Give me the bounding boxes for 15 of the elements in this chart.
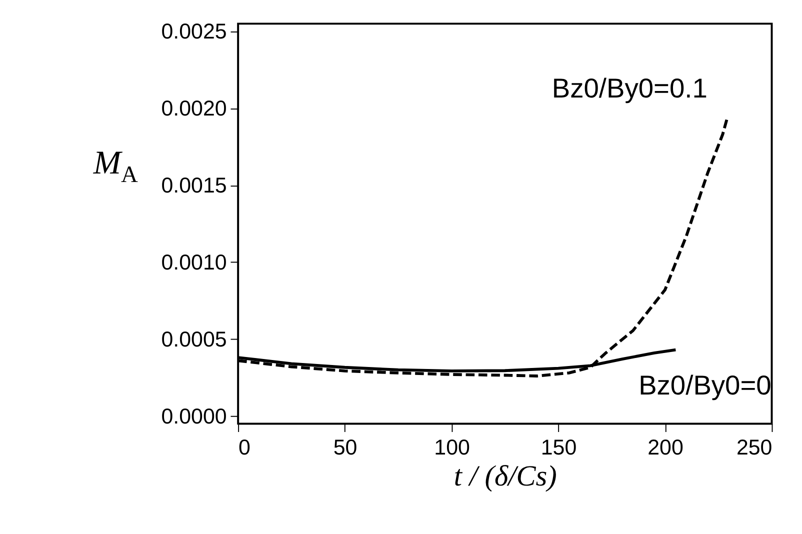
x-axis-title: t / (δ/Cs) xyxy=(454,460,557,493)
y-tick-label: 0.0020 xyxy=(161,96,227,121)
x-tick-label: 250 xyxy=(736,435,772,460)
y-tick-label: 0.0025 xyxy=(161,20,227,44)
x-tick-label: 50 xyxy=(333,435,358,460)
x-tick-label: 0 xyxy=(238,435,251,460)
x-tick-label: 200 xyxy=(648,435,684,460)
x-tick-label: 100 xyxy=(434,435,470,460)
y-tick-label: 0.0010 xyxy=(161,250,227,274)
series-label: Bz0/By0=0 xyxy=(638,370,772,401)
y-tick-label: 0.0005 xyxy=(161,327,227,352)
x-tick-label: 150 xyxy=(540,435,577,460)
series-label: Bz0/By0=0.1 xyxy=(552,72,708,104)
y-tick-label: 0.0000 xyxy=(161,404,227,428)
y-tick-label: 0.0015 xyxy=(161,174,227,198)
